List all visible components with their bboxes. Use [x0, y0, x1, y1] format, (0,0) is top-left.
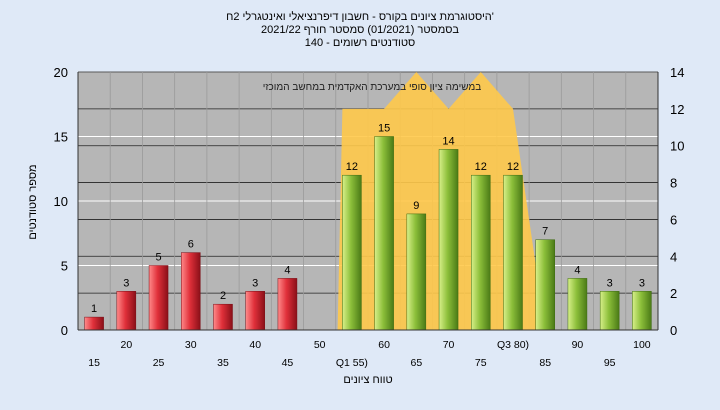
- x-tick-15: 90: [572, 339, 584, 351]
- bar-13: [503, 174, 523, 331]
- y-tick-right-3: 6: [670, 212, 677, 227]
- data-label-8: 12: [346, 161, 358, 173]
- x-tick-1: 20: [120, 339, 132, 351]
- data-label-3: 6: [188, 239, 194, 251]
- data-label-9: 15: [378, 123, 390, 135]
- x-tick-13: Q3 80): [497, 339, 529, 351]
- data-label-15: 4: [574, 264, 580, 276]
- y-tick-right-1: 2: [670, 286, 677, 301]
- data-label-14: 7: [542, 226, 548, 238]
- y-tick-left-0: 0: [61, 323, 68, 338]
- y-tick-right-6: 12: [670, 102, 684, 117]
- y-axis-label: מספר סטודנטים: [27, 164, 39, 239]
- bar-17: [632, 291, 652, 331]
- axes: [77, 72, 659, 331]
- x-tick-17: 100: [633, 339, 651, 351]
- x-tick-8: Q1 55): [336, 357, 368, 369]
- data-label-11: 14: [442, 135, 454, 147]
- y-tick-right-2: 4: [670, 249, 677, 264]
- x-tick-11: 70: [443, 339, 455, 351]
- x-tick-14: 85: [539, 357, 551, 369]
- title-line-1: היסטוגרמת ציונים בקורס - חשבון דיפרנציאל…: [226, 10, 494, 23]
- data-label-6: 4: [284, 264, 290, 276]
- data-label-12: 12: [475, 161, 487, 173]
- bar-12: [471, 174, 491, 331]
- x-tick-3: 30: [185, 339, 197, 351]
- bar-2: [148, 265, 169, 331]
- title-line-2: בסמסטר (01/2021) סמסטר חורף 2021/22: [261, 24, 459, 36]
- data-label-16: 3: [607, 277, 613, 289]
- data-label-2: 5: [155, 252, 161, 264]
- y-tick-left-2: 10: [54, 194, 68, 209]
- data-label-17: 3: [639, 277, 645, 289]
- bar-10: [406, 213, 427, 331]
- bar-14: [535, 239, 555, 331]
- x-tick-7: 50: [314, 339, 326, 351]
- bar-8: [342, 174, 362, 331]
- bar-6: [277, 278, 298, 331]
- x-tick-2: 25: [153, 357, 165, 369]
- bar-1: [116, 291, 137, 331]
- bar-15: [567, 278, 588, 331]
- data-label-5: 3: [252, 277, 258, 289]
- data-label-4: 2: [220, 290, 226, 302]
- bar-4: [213, 303, 233, 331]
- bar-5: [245, 291, 265, 331]
- x-tick-5: 40: [249, 339, 261, 351]
- bar-9: [374, 136, 394, 331]
- x-tick-0: 15: [88, 357, 100, 369]
- x-tick-16: 95: [604, 357, 616, 369]
- y-tick-left-1: 5: [61, 259, 68, 274]
- area-band-label: במשימה ציון סופי במערכת האקדמית במחשב המ…: [263, 82, 482, 93]
- title-line-3: 140 - סטודנטים רשומים: [305, 37, 416, 49]
- x-tick-12: 75: [475, 357, 487, 369]
- y-tick-left-4: 20: [54, 65, 68, 80]
- bar-16: [599, 291, 620, 331]
- data-label-0: 1: [91, 303, 97, 315]
- y-tick-right-0: 0: [670, 323, 677, 338]
- data-label-1: 3: [123, 277, 129, 289]
- bars: 1 3 5 6 2 3 4 12 15 9 14 12 12 7 4 3 3: [84, 123, 652, 331]
- x-tick-10: 65: [410, 357, 422, 369]
- data-label-10: 9: [413, 200, 419, 212]
- x-tick-6: 45: [282, 357, 294, 369]
- x-tick-9: 60: [378, 339, 390, 351]
- bar-11: [438, 149, 459, 331]
- data-label-13: 12: [507, 161, 519, 173]
- y-tick-left-3: 15: [54, 130, 68, 145]
- y-tick-right-4: 8: [670, 176, 677, 191]
- x-axis-label: טווח ציונים: [343, 374, 392, 386]
- chart-title: היסטוגרמת ציונים בקורס - חשבון דיפרנציאל…: [226, 10, 494, 49]
- bar-0: [84, 316, 104, 331]
- x-tick-4: 35: [217, 357, 229, 369]
- bar-3: [181, 252, 201, 331]
- y-tick-right-5: 10: [670, 139, 684, 154]
- y-tick-right-7: 14: [670, 65, 684, 80]
